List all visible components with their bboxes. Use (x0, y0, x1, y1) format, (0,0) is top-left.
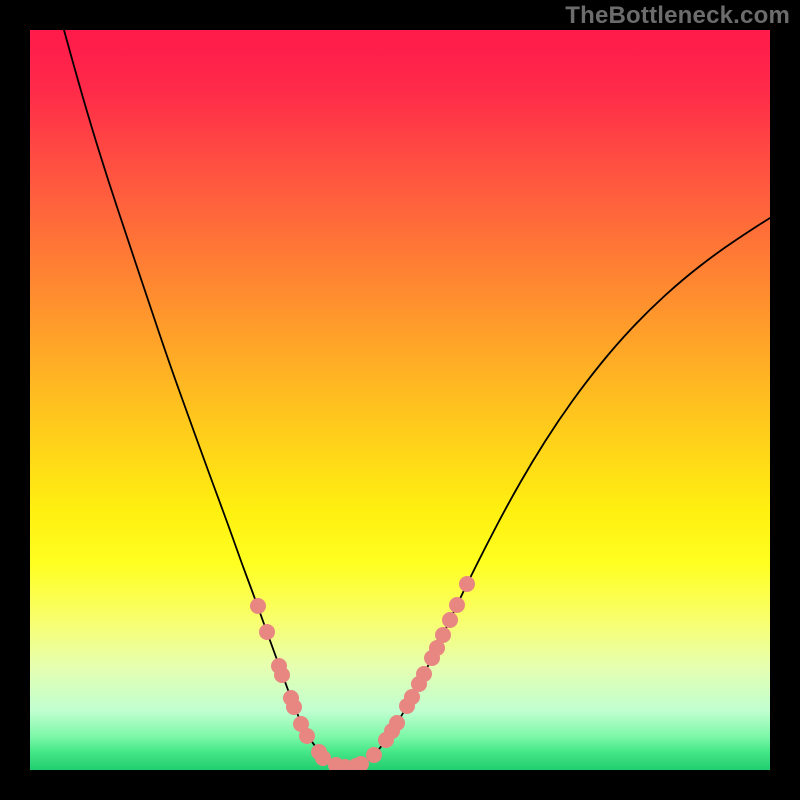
marker-bead (449, 597, 465, 613)
plot-area (30, 30, 770, 770)
marker-bead (286, 699, 302, 715)
watermark-text: TheBottleneck.com (565, 2, 790, 30)
marker-bead (435, 627, 451, 643)
chart-frame: TheBottleneck.com (0, 0, 800, 800)
chart-svg (30, 30, 770, 770)
marker-bead (416, 666, 432, 682)
marker-bead (389, 715, 405, 731)
marker-bead (459, 576, 475, 592)
marker-bead (366, 747, 382, 763)
marker-bead (274, 667, 290, 683)
marker-bead (250, 598, 266, 614)
marker-bead (442, 612, 458, 628)
marker-bead (259, 624, 275, 640)
gradient-background (30, 30, 770, 770)
marker-bead (299, 728, 315, 744)
